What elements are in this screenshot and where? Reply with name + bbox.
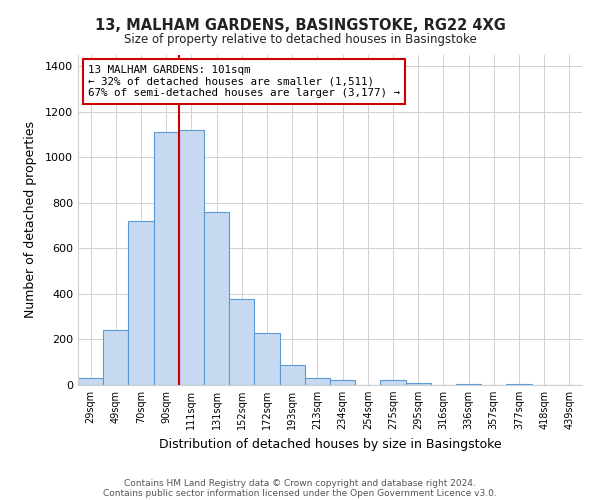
Bar <box>280 364 305 385</box>
Bar <box>179 130 204 385</box>
Text: Size of property relative to detached houses in Basingstoke: Size of property relative to detached ho… <box>124 32 476 46</box>
Bar <box>456 384 481 385</box>
Bar <box>154 132 179 385</box>
Bar <box>103 330 128 385</box>
Text: 13 MALHAM GARDENS: 101sqm
← 32% of detached houses are smaller (1,511)
67% of se: 13 MALHAM GARDENS: 101sqm ← 32% of detac… <box>88 65 400 98</box>
Bar <box>254 332 280 385</box>
Bar <box>330 380 355 385</box>
Bar <box>506 384 532 385</box>
Text: Contains HM Land Registry data © Crown copyright and database right 2024.: Contains HM Land Registry data © Crown c… <box>124 478 476 488</box>
Text: 13, MALHAM GARDENS, BASINGSTOKE, RG22 4XG: 13, MALHAM GARDENS, BASINGSTOKE, RG22 4X… <box>95 18 505 32</box>
Bar <box>78 378 103 385</box>
Bar <box>305 378 330 385</box>
Bar <box>380 380 406 385</box>
Bar <box>204 212 229 385</box>
Bar <box>128 221 154 385</box>
Text: Contains public sector information licensed under the Open Government Licence v3: Contains public sector information licen… <box>103 488 497 498</box>
Y-axis label: Number of detached properties: Number of detached properties <box>23 122 37 318</box>
Bar <box>229 298 254 385</box>
Bar <box>406 382 431 385</box>
X-axis label: Distribution of detached houses by size in Basingstoke: Distribution of detached houses by size … <box>158 438 502 450</box>
